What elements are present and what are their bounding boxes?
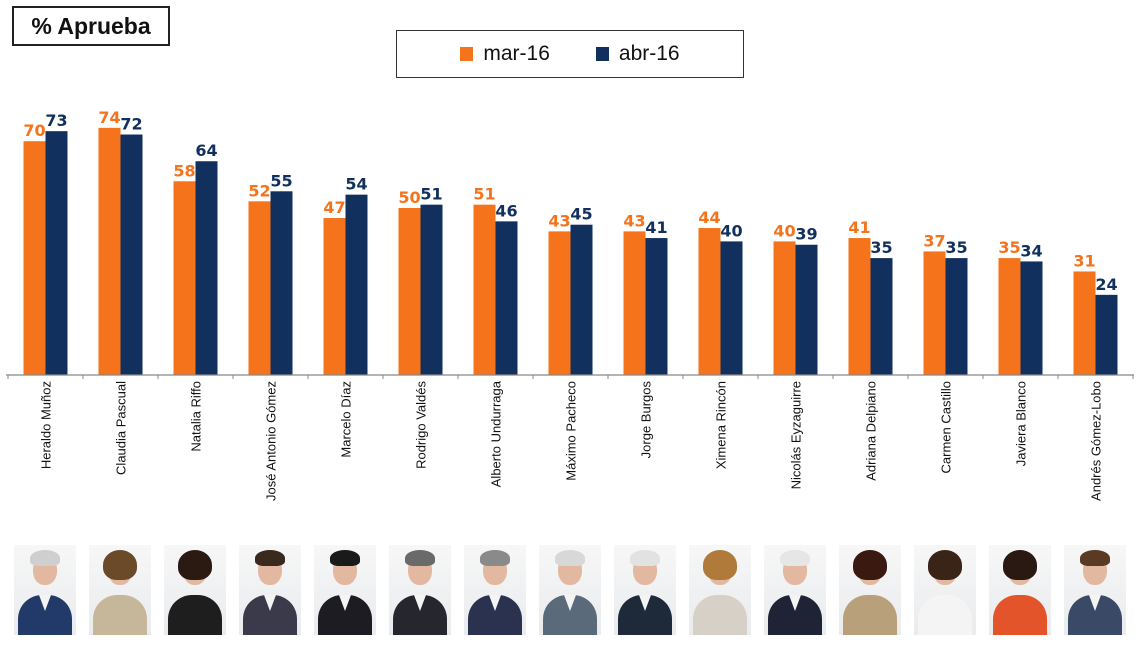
bar-abr-10 bbox=[795, 244, 818, 375]
bar-mar-13 bbox=[998, 258, 1021, 375]
chart-title: % Aprueba bbox=[12, 6, 170, 46]
female-portrait-icon bbox=[914, 545, 976, 635]
x-tick-label-12: Carmen Castillo bbox=[939, 381, 954, 473]
bar-mar-14 bbox=[1073, 271, 1096, 375]
x-tick-label-11: Adriana Delpiano bbox=[864, 381, 879, 481]
data-label-abr-8: 41 bbox=[645, 218, 667, 237]
x-tick-label-10: Nicolás Eyzaguirre bbox=[789, 381, 804, 489]
female-portrait-icon bbox=[839, 545, 901, 635]
data-label-mar-1: 74 bbox=[98, 108, 120, 127]
bar-abr-4 bbox=[345, 194, 368, 375]
data-label-mar-9: 44 bbox=[698, 208, 720, 227]
data-label-abr-10: 39 bbox=[795, 225, 817, 244]
legend-label-abr: abr-16 bbox=[618, 42, 680, 65]
bar-abr-0 bbox=[45, 131, 68, 375]
data-label-abr-7: 45 bbox=[570, 205, 592, 224]
x-tick-label-0: Heraldo Muñoz bbox=[39, 381, 54, 469]
legend-label-mar: mar-16 bbox=[483, 42, 550, 65]
bar-abr-6 bbox=[495, 221, 518, 375]
bar-abr-5 bbox=[420, 204, 443, 375]
data-label-abr-6: 46 bbox=[495, 201, 517, 220]
bar-abr-2 bbox=[195, 161, 218, 375]
bar-abr-12 bbox=[945, 258, 968, 375]
male-portrait-icon bbox=[14, 545, 76, 635]
female-portrait-icon bbox=[89, 545, 151, 635]
bar-mar-0 bbox=[23, 141, 46, 375]
bar-mar-11 bbox=[848, 238, 871, 375]
data-label-mar-0: 70 bbox=[23, 121, 45, 140]
bar-mar-7 bbox=[548, 231, 571, 375]
male-portrait-icon bbox=[614, 545, 676, 635]
female-portrait-icon bbox=[689, 545, 751, 635]
male-portrait-icon bbox=[1064, 545, 1126, 635]
bar-mar-9 bbox=[698, 228, 721, 375]
bar-mar-6 bbox=[473, 204, 496, 375]
data-label-mar-11: 41 bbox=[848, 218, 870, 237]
bar-mar-1 bbox=[98, 127, 121, 375]
x-tick-label-6: Alberto Undurraga bbox=[489, 380, 504, 487]
bar-abr-13 bbox=[1020, 261, 1043, 375]
bar-abr-14 bbox=[1095, 294, 1118, 375]
x-tick-label-7: Máximo Pacheco bbox=[564, 381, 579, 481]
bar-abr-3 bbox=[270, 191, 293, 375]
data-label-abr-1: 72 bbox=[120, 115, 142, 134]
data-label-abr-14: 24 bbox=[1095, 275, 1117, 294]
female-portrait-icon bbox=[164, 545, 226, 635]
bar-mar-12 bbox=[923, 251, 946, 375]
x-tick-label-3: José Antonio Gómez bbox=[264, 381, 279, 501]
female-portrait-icon bbox=[989, 545, 1051, 635]
x-tick-label-2: Natalia Riffo bbox=[189, 381, 204, 452]
data-label-mar-7: 43 bbox=[548, 211, 570, 230]
bar-mar-4 bbox=[323, 218, 346, 375]
data-label-mar-3: 52 bbox=[248, 181, 270, 200]
legend: mar-16 abr-16 bbox=[396, 30, 744, 78]
x-tick-label-9: Ximena Rincón bbox=[714, 381, 729, 469]
data-label-mar-14: 31 bbox=[1073, 251, 1095, 270]
bar-abr-1 bbox=[120, 134, 143, 375]
legend-item-abr: abr-16 bbox=[595, 42, 680, 66]
male-portrait-icon bbox=[389, 545, 451, 635]
data-label-mar-12: 37 bbox=[923, 231, 945, 250]
legend-swatch-abr bbox=[595, 47, 609, 61]
x-tick-label-14: Andrés Gómez-Lobo bbox=[1089, 381, 1104, 501]
male-portrait-icon bbox=[464, 545, 526, 635]
bar-abr-7 bbox=[570, 224, 593, 375]
bar-mar-8 bbox=[623, 231, 646, 375]
data-label-abr-5: 51 bbox=[420, 185, 442, 204]
data-label-mar-4: 47 bbox=[323, 198, 345, 217]
data-label-mar-6: 51 bbox=[473, 185, 495, 204]
data-label-mar-13: 35 bbox=[998, 238, 1020, 257]
x-tick-label-1: Claudia Pascual bbox=[114, 381, 129, 475]
male-portrait-icon bbox=[539, 545, 601, 635]
data-label-abr-3: 55 bbox=[270, 171, 292, 190]
bar-mar-10 bbox=[773, 241, 796, 375]
data-label-mar-5: 50 bbox=[398, 188, 420, 207]
data-label-abr-9: 40 bbox=[720, 221, 742, 240]
data-label-abr-11: 35 bbox=[870, 238, 892, 257]
male-portrait-icon bbox=[314, 545, 376, 635]
x-tick-label-4: Marcelo Díaz bbox=[339, 381, 354, 458]
bar-mar-2 bbox=[173, 181, 196, 375]
bar-mar-5 bbox=[398, 208, 421, 375]
x-tick-label-13: Javiera Blanco bbox=[1014, 381, 1029, 466]
data-label-abr-0: 73 bbox=[45, 111, 67, 130]
x-tick-label-5: Rodrigo Valdés bbox=[414, 381, 429, 469]
data-label-mar-2: 58 bbox=[173, 161, 195, 180]
data-label-mar-8: 43 bbox=[623, 211, 645, 230]
male-portrait-icon bbox=[764, 545, 826, 635]
bar-abr-11 bbox=[870, 258, 893, 375]
bar-abr-9 bbox=[720, 241, 743, 375]
data-label-abr-4: 54 bbox=[345, 175, 367, 194]
x-tick-label-8: Jorge Burgos bbox=[639, 381, 654, 459]
data-label-abr-12: 35 bbox=[945, 238, 967, 257]
bar-mar-3 bbox=[248, 201, 271, 375]
bar-abr-8 bbox=[645, 238, 668, 375]
data-label-abr-2: 64 bbox=[195, 141, 217, 160]
male-portrait-icon bbox=[239, 545, 301, 635]
data-label-mar-10: 40 bbox=[773, 221, 795, 240]
data-label-abr-13: 34 bbox=[1020, 241, 1042, 260]
legend-swatch-mar bbox=[460, 47, 474, 61]
legend-item-mar: mar-16 bbox=[460, 42, 550, 66]
